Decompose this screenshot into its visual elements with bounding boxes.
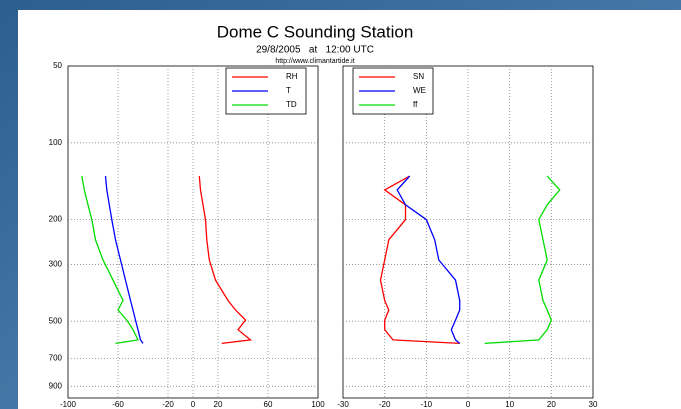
legend-label: ff	[413, 100, 418, 109]
y-tick-label: 100	[49, 138, 63, 147]
x-tick-label: -20	[379, 400, 391, 409]
series-line	[484, 175, 561, 345]
series-line	[104, 176, 144, 344]
series-line	[396, 175, 461, 344]
x-tick-label: -30	[337, 400, 349, 409]
y-tick-label: 900	[49, 381, 63, 390]
url: http://www.climantartide.it	[275, 58, 354, 65]
x-tick-label: 0	[466, 400, 471, 409]
legend-label: RH	[286, 72, 298, 81]
x-tick-label: 60	[264, 400, 273, 409]
legend-label: WE	[413, 86, 426, 95]
x-tick-label: -10	[421, 400, 433, 409]
x-tick-label: 100	[311, 400, 325, 409]
y-tick-label: 200	[49, 215, 63, 224]
legend-label: T	[286, 86, 291, 95]
chart-title: Dome C Sounding Station	[217, 22, 414, 41]
x-tick-label: 20	[214, 400, 223, 409]
y-tick-label: 700	[49, 354, 63, 363]
legend-label: SN	[413, 72, 424, 81]
y-tick-label: 300	[49, 260, 63, 269]
x-tick-label: -20	[162, 400, 174, 409]
x-tick-label: -60	[112, 400, 124, 409]
y-tick-label: 50	[53, 61, 62, 70]
x-tick-label: -100	[60, 400, 77, 409]
x-tick-label: 0	[191, 400, 196, 409]
y-tick-label: 500	[49, 316, 63, 325]
series-line	[81, 175, 139, 345]
subtitle: 29/8/2005 at 12:00 UTC	[256, 45, 374, 56]
legend-label: TD	[286, 100, 297, 109]
x-tick-label: 10	[505, 400, 514, 409]
x-tick-label: 30	[589, 400, 598, 409]
x-tick-label: 20	[547, 400, 556, 409]
series-line	[198, 176, 253, 345]
